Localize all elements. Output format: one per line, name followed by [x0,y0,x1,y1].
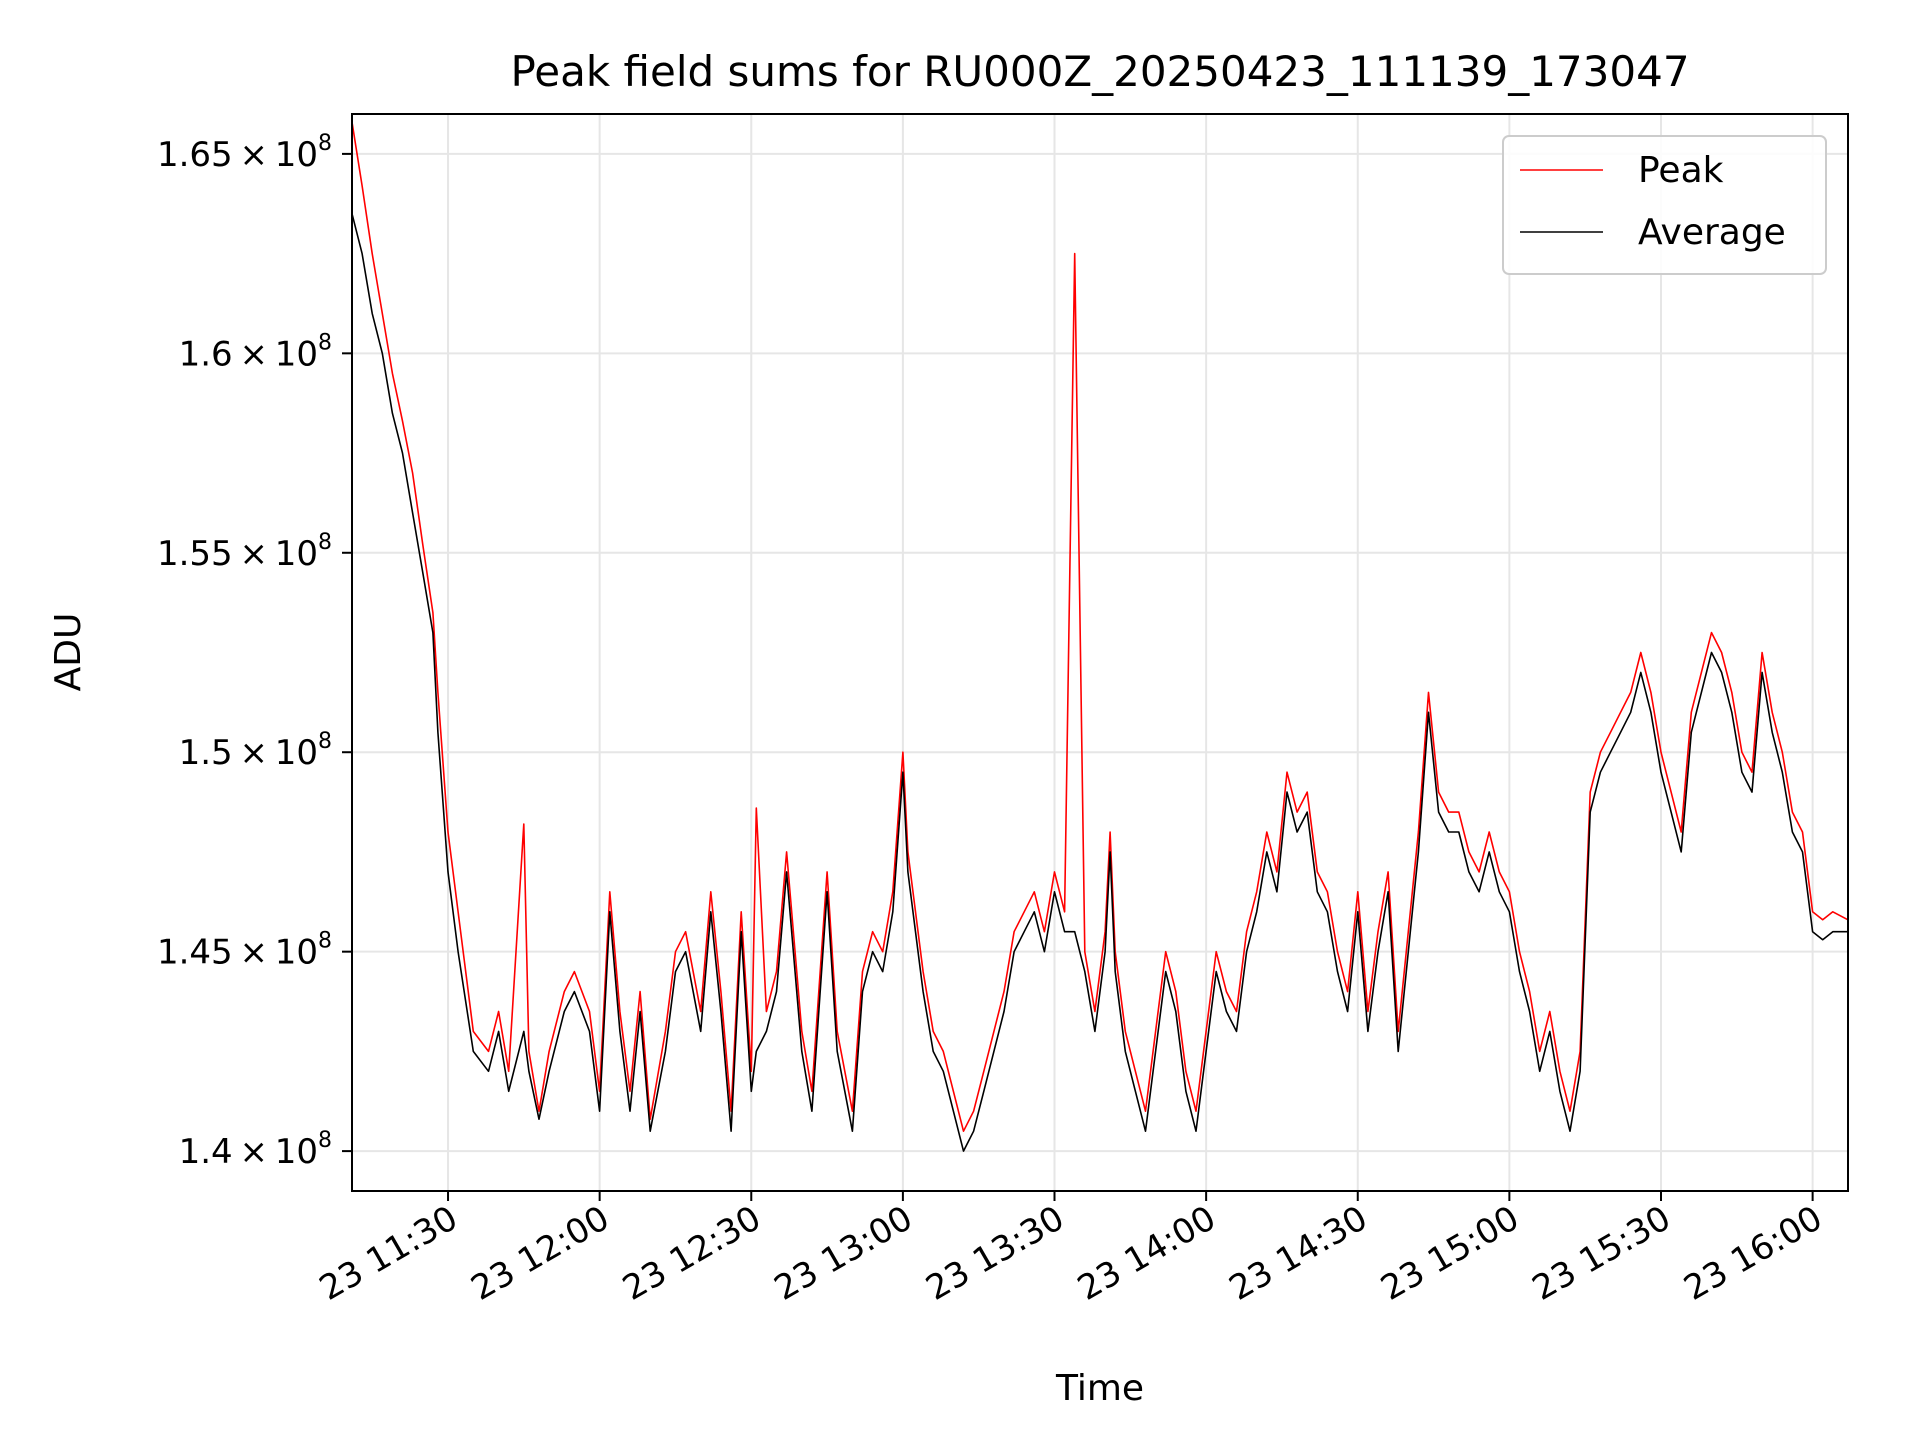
y-tick-label: 1.4 × 108 [179,1128,332,1172]
y-tick-label: 1.65 × 108 [157,131,332,175]
series-line-peak [351,121,1849,1132]
series-line-average [351,213,1848,1152]
legend-label-average: Average [1638,212,1786,253]
y-tick-label: 1.5 × 108 [179,729,332,773]
y-axis: 1.4 × 108 1.45 × 108 1.5 × 108 1.55 × 108 1.… [157,131,352,1172]
series-group [351,121,1849,1152]
grid-lines [352,114,1848,1191]
chart-title: Peak field sums for RU000Z_20250423_1111… [510,47,1689,96]
y-tick-label: 1.45 × 108 [157,929,332,973]
y-tick-label: 1.55 × 108 [157,530,332,574]
legend: Peak Average [1502,135,1827,275]
x-axis-label: Time [1055,1368,1144,1409]
legend-label-peak: Peak [1638,150,1724,191]
y-tick-label: 1.6 × 108 [179,330,332,374]
plot-frame [351,113,1849,1192]
y-axis-label: ADU [48,613,89,692]
